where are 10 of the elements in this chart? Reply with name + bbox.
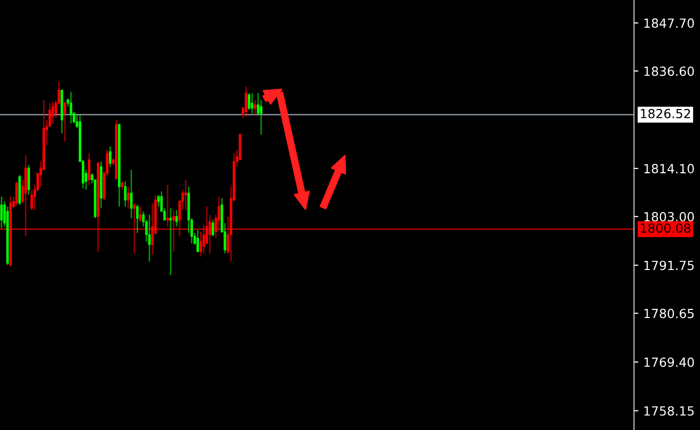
- y-tick-label: 1803.00: [644, 212, 694, 222]
- y-tick-label: 1847.70: [644, 18, 694, 28]
- y-tick-label: 1769.40: [644, 357, 694, 367]
- y-tick-label: 1758.15: [644, 406, 694, 416]
- ref-line-label: 1826.52: [640, 108, 690, 118]
- y-tick-label: 1836.60: [644, 66, 694, 76]
- y-tick-label: 1814.10: [644, 164, 694, 174]
- y-tick-label: 1780.65: [644, 308, 694, 318]
- ref-line-label: 1800.08: [640, 223, 690, 233]
- y-tick-label: 1791.75: [644, 260, 694, 270]
